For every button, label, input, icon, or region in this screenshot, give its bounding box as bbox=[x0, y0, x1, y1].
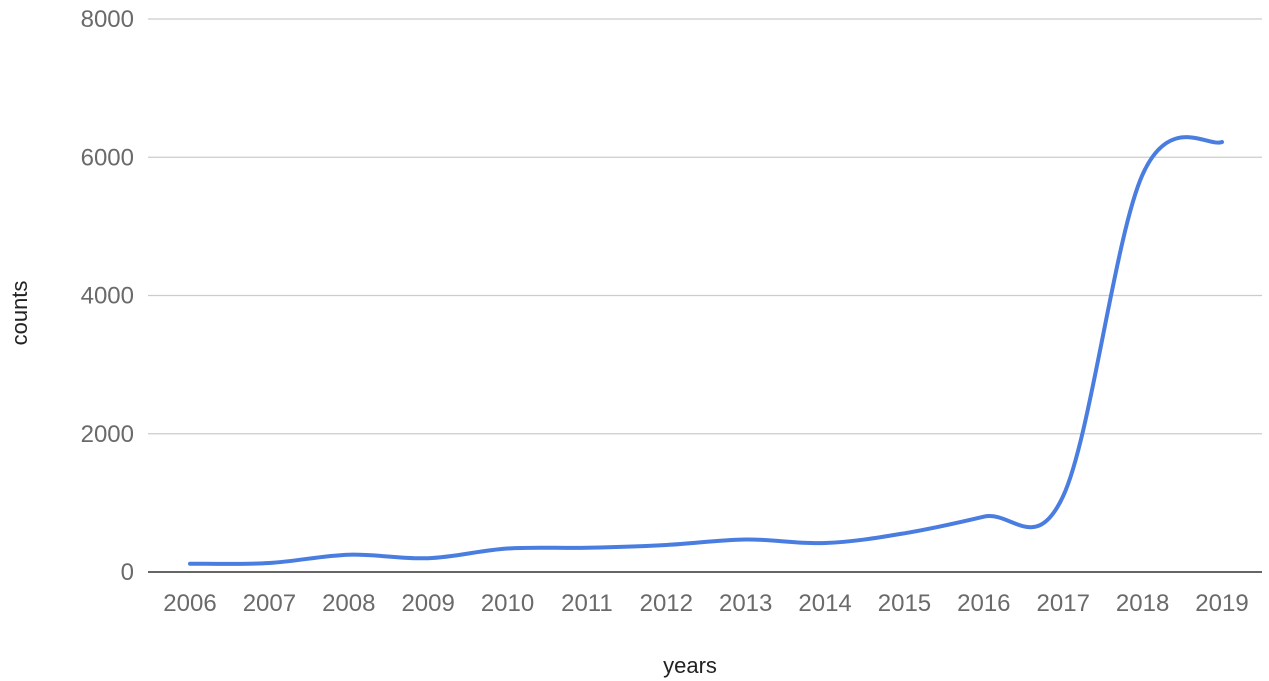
x-tick-label: 2011 bbox=[561, 590, 613, 617]
data-point bbox=[187, 561, 193, 567]
x-axis-title: years bbox=[663, 653, 717, 678]
data-point bbox=[1140, 172, 1146, 178]
x-tick-label: 2014 bbox=[798, 590, 851, 617]
data-point bbox=[743, 537, 749, 543]
data-point bbox=[1219, 139, 1225, 145]
x-tick-label: 2016 bbox=[957, 590, 1010, 617]
data-point bbox=[981, 514, 987, 520]
x-tick-label: 2015 bbox=[878, 590, 931, 617]
y-tick-label: 4000 bbox=[81, 283, 134, 310]
y-tick-label: 8000 bbox=[81, 6, 134, 33]
x-axis-ticks: 2006 2007 2008 2009 2010 2011 2012 2013 2014 2015… bbox=[163, 590, 1248, 617]
y-axis-title: counts bbox=[7, 281, 32, 346]
data-point bbox=[584, 545, 590, 551]
data-point bbox=[1060, 493, 1066, 499]
y-tick-label: 6000 bbox=[81, 144, 134, 171]
data-point bbox=[425, 555, 431, 561]
x-tick-label: 2006 bbox=[163, 590, 216, 617]
data-point bbox=[346, 552, 352, 558]
x-tick-label: 2008 bbox=[322, 590, 375, 617]
x-tick-label: 2013 bbox=[719, 590, 772, 617]
x-tick-label: 2012 bbox=[640, 590, 693, 617]
data-point bbox=[663, 542, 669, 548]
x-tick-label: 2007 bbox=[243, 590, 296, 617]
x-tick-label: 2018 bbox=[1116, 590, 1169, 617]
y-axis-ticks: 0 2000 4000 6000 8000 bbox=[81, 6, 134, 586]
series-group bbox=[187, 137, 1225, 567]
x-tick-label: 2009 bbox=[401, 590, 454, 617]
x-tick-label: 2017 bbox=[1037, 590, 1090, 617]
data-point bbox=[901, 530, 907, 536]
data-point bbox=[505, 545, 511, 551]
y-tick-label: 2000 bbox=[81, 421, 134, 448]
y-tick-label: 0 bbox=[121, 559, 134, 586]
x-tick-label: 2010 bbox=[481, 590, 534, 617]
data-point bbox=[822, 540, 828, 546]
data-point bbox=[266, 560, 272, 566]
x-tick-label: 2019 bbox=[1195, 590, 1248, 617]
series-line bbox=[190, 137, 1222, 564]
